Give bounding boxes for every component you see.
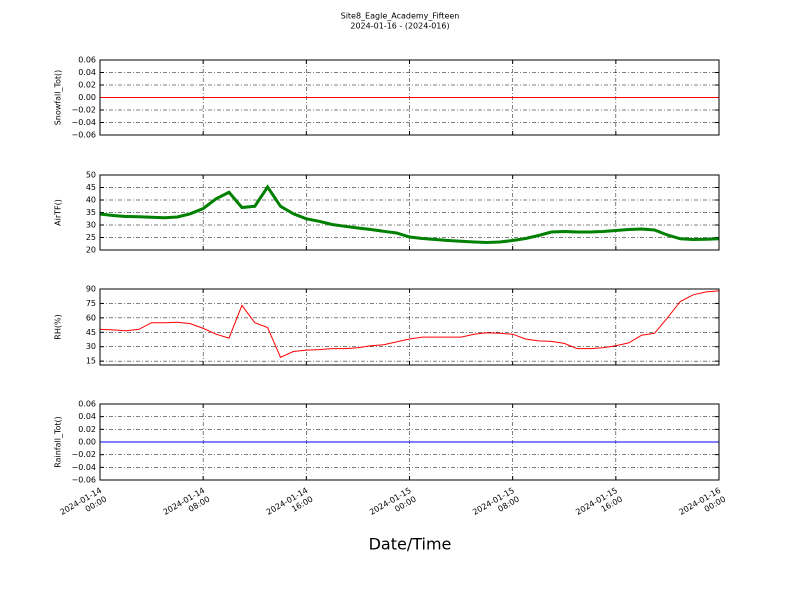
y-axis-label: Snowfall_Tot() [54,70,63,126]
y-axis-label: AirTF() [54,199,63,226]
figure-title: Site8_Eagle_Academy_Fifteen [341,12,460,21]
y-tick-label: −0.02 [71,106,96,115]
y-axis-label: Rainfall_Tot() [54,416,63,468]
y-tick-label: 25 [86,233,96,242]
data-line [99,184,720,245]
y-tick-label: −0.06 [71,476,96,485]
y-tick-label: 0.00 [78,93,96,102]
y-tick-label: 20 [86,246,96,255]
y-tick-label: 40 [86,196,96,205]
y-tick-label: −0.06 [71,131,96,140]
y-tick-label: −0.04 [71,118,96,127]
y-tick-label: 35 [86,208,96,217]
plot-frame [99,403,720,481]
plot-frame [99,59,720,136]
y-tick-label: 15 [86,357,96,366]
y-tick-label: 0.00 [78,438,96,447]
y-tick-label: −0.02 [71,450,96,459]
y-tick-label: 30 [86,221,96,230]
figure-subtitle: 2024-01-16 - (2024-016) [350,22,449,31]
y-tick-label: 0.02 [78,425,96,434]
y-tick-label: 75 [86,299,96,308]
y-tick-label: 0.06 [78,56,96,65]
y-tick-label: 60 [86,313,96,322]
y-tick-label: 0.02 [78,81,96,90]
y-tick-label: 50 [86,171,96,180]
plot-frame [99,288,720,366]
y-tick-label: 0.04 [78,68,96,77]
y-tick-label: 45 [86,328,96,337]
y-tick-label: 0.06 [78,400,96,409]
y-tick-label: 0.04 [78,412,96,421]
y-tick-label: −0.04 [71,463,96,472]
x-axis-label: Date/Time [369,535,452,554]
data-line [99,290,720,358]
plot-frame [99,174,720,251]
y-axis-label: RH(%) [54,314,63,339]
y-tick-label: 90 [86,285,96,294]
y-tick-label: 30 [86,342,96,351]
y-tick-label: 45 [86,183,96,192]
